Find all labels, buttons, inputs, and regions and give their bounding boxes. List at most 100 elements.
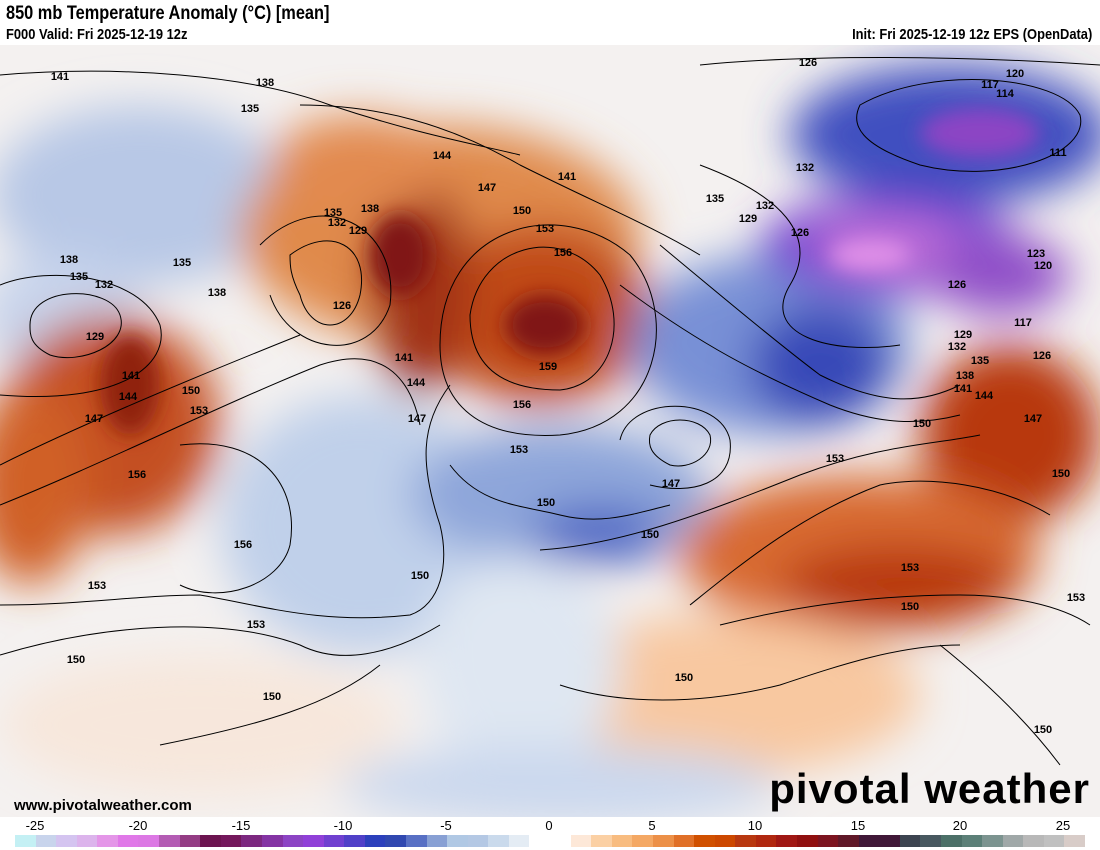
colorbar-swatch — [159, 835, 180, 847]
colorbar-swatch — [570, 835, 592, 847]
colorbar-swatch — [447, 835, 468, 847]
temperature-cores — [100, 108, 1040, 435]
contour-label: 123 — [1027, 248, 1045, 260]
colorbar-swatch — [179, 835, 201, 847]
anomaly-map[interactable]: 141 138 135 126 120 117 114 111 144 147 … — [0, 45, 1100, 817]
colorbar-swatch — [200, 835, 221, 847]
contour-label: 120 — [1006, 68, 1024, 80]
colorbar-swatch — [858, 835, 880, 847]
contour-labels: 141 138 135 126 120 117 114 111 144 147 … — [51, 57, 1085, 736]
contour-label: 147 — [478, 182, 496, 194]
contour-label: 150 — [675, 672, 693, 684]
contour-label: 150 — [1034, 724, 1052, 736]
colorbar-swatch — [652, 835, 674, 847]
colorbar-swatch — [632, 835, 653, 847]
colorbar-swatch — [611, 835, 633, 847]
colorbar-swatch — [508, 835, 530, 847]
colorbar-swatch — [261, 835, 283, 847]
contour-label: 129 — [349, 225, 367, 237]
contour-label: 135 — [70, 271, 88, 283]
contour-label: 132 — [756, 200, 774, 212]
contour-label: 129 — [86, 331, 104, 343]
contour-label: 150 — [411, 570, 429, 582]
colorbar-swatch — [364, 835, 386, 847]
colorbar-swatch — [796, 835, 818, 847]
colorbar — [15, 835, 1086, 847]
contour-label: 135 — [706, 193, 724, 205]
colorbar-swatch — [879, 835, 900, 847]
contour-label: 156 — [554, 247, 572, 259]
contour-label: 150 — [913, 418, 931, 430]
colorbar-swatch — [220, 835, 242, 847]
contour-label: 153 — [1067, 592, 1085, 604]
colorbar-swatch — [899, 835, 921, 847]
colorbar-tick: -25 — [25, 818, 45, 833]
contour-label: 147 — [1024, 413, 1042, 425]
valid-time: F000 Valid: Fri 2025-12-19 12z — [6, 26, 188, 43]
colorbar-swatch — [138, 835, 160, 847]
colorbar-tick: 20 — [952, 818, 968, 833]
colorbar-swatch — [776, 835, 797, 847]
contour-label: 132 — [948, 341, 966, 353]
contour-label: 138 — [956, 370, 974, 382]
contour-label: 135 — [241, 103, 259, 115]
init-time: Init: Fri 2025-12-19 12z EPS (OpenData) — [851, 26, 1092, 43]
map-title: 850 mb Temperature Anomaly (°C) [mean] — [6, 3, 330, 24]
contour-label: 153 — [536, 223, 554, 235]
colorbar-swatch — [1023, 835, 1044, 847]
contour-label: 153 — [190, 405, 208, 417]
colorbar-swatch — [323, 835, 345, 847]
contour-label: 126 — [791, 227, 809, 239]
colorbar-swatch — [467, 835, 489, 847]
colorbar-tick: -15 — [231, 818, 251, 833]
colorbar-swatch — [550, 835, 571, 847]
colorbar-swatch — [838, 835, 859, 847]
contour-label: 141 — [395, 352, 413, 364]
contour-label: 129 — [739, 213, 757, 225]
contour-label: 150 — [513, 205, 531, 217]
contour-label: 144 — [407, 377, 426, 389]
contour-label: 117 — [1014, 317, 1032, 329]
contour-label: 117 — [981, 79, 999, 91]
contour-label: 132 — [796, 162, 814, 174]
colorbar-swatch — [920, 835, 942, 847]
colorbar-swatch — [694, 835, 715, 847]
colorbar-swatch — [714, 835, 736, 847]
contour-label: 129 — [954, 329, 972, 341]
contour-label: 153 — [88, 580, 106, 592]
colorbar-swatch — [488, 835, 509, 847]
colorbar-swatch — [405, 835, 427, 847]
contour-label: 147 — [85, 413, 103, 425]
height-contours — [0, 57, 1100, 766]
contour-label: 120 — [1034, 260, 1052, 272]
colorbar-tick: -5 — [440, 818, 452, 833]
colorbar-swatch — [385, 835, 406, 847]
contour-label: 147 — [662, 478, 680, 490]
contour-label: 141 — [122, 370, 140, 382]
colorbar-swatch — [426, 835, 448, 847]
contour-label: 150 — [1052, 468, 1070, 480]
brand-logo: pivotal weather — [769, 765, 1090, 812]
website-url[interactable]: www.pivotalweather.com — [14, 797, 192, 814]
colorbar-swatch — [344, 835, 365, 847]
colorbar-tick: 25 — [1055, 818, 1071, 833]
contour-label: 138 — [60, 254, 78, 266]
colorbar-swatch — [529, 835, 551, 847]
contour-label: 132 — [328, 217, 346, 229]
contour-label: 153 — [247, 619, 265, 631]
contour-label: 147 — [408, 413, 426, 425]
contour-label: 150 — [263, 691, 281, 703]
colorbar-swatch — [282, 835, 304, 847]
temperature-field — [0, 65, 1100, 817]
colorbar-swatch — [735, 835, 756, 847]
colorbar-swatch — [1064, 835, 1086, 847]
contour-label: 132 — [95, 279, 113, 291]
colorbar-tick: 15 — [850, 818, 866, 833]
colorbar-swatch — [591, 835, 612, 847]
contour-label: 141 — [954, 383, 972, 395]
colorbar-swatch — [1043, 835, 1065, 847]
contour-label: 150 — [182, 385, 200, 397]
colorbar-tick: 0 — [545, 818, 553, 833]
contour-label: 135 — [173, 257, 191, 269]
contour-label: 135 — [324, 207, 342, 219]
